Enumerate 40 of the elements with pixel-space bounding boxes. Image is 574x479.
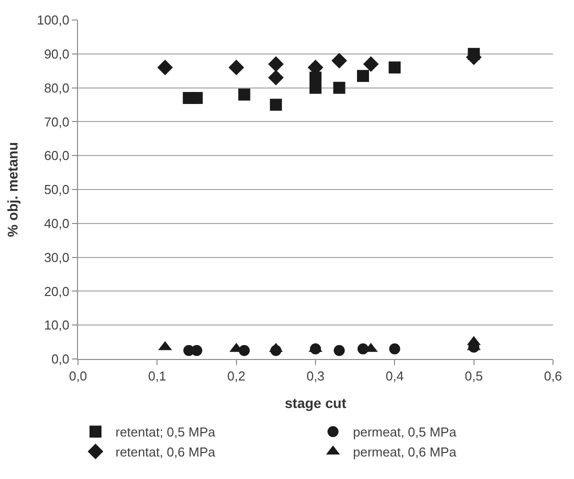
point xyxy=(389,343,400,354)
y-tick-label: 50,0 xyxy=(44,182,70,198)
y-tick-label: 60,0 xyxy=(44,148,70,164)
point xyxy=(270,98,282,111)
x-tick-label: 0,4 xyxy=(386,368,404,384)
x-tick-label: 0,6 xyxy=(544,368,562,384)
x-tick-label: 0,2 xyxy=(227,368,246,384)
point xyxy=(191,345,202,356)
y-tick-label: 100,0 xyxy=(36,12,70,28)
point xyxy=(268,70,284,86)
point xyxy=(228,60,244,76)
point xyxy=(357,70,369,82)
point xyxy=(331,52,348,68)
y-tick-label: 10,0 xyxy=(44,318,70,333)
x-axis-title: stage cut xyxy=(284,394,347,411)
y-axis-title: % obj. metanu xyxy=(4,142,20,237)
y-tick-label: 90,0 xyxy=(44,46,70,62)
legend-label: permeat, 0,6 MPa xyxy=(353,444,458,460)
y-tick-label: 30,0 xyxy=(44,250,70,265)
y-tick-label: 80,0 xyxy=(44,80,70,96)
y-tick-label: 70,0 xyxy=(44,114,70,130)
x-tick-label: 0,1 xyxy=(148,368,166,384)
x-tick-label: 0,0 xyxy=(68,368,88,384)
legend-label: retentat, 0,6 MPa xyxy=(116,444,216,460)
point xyxy=(190,92,203,104)
y-tick-label: 20,0 xyxy=(44,284,70,299)
point xyxy=(334,345,345,356)
x-tick-label: 0,3 xyxy=(306,368,325,384)
point xyxy=(363,56,379,72)
legend-label: permeat, 0,5 MPa xyxy=(353,424,458,440)
point xyxy=(238,88,250,101)
x-tick-label: 0,5 xyxy=(464,368,483,384)
point xyxy=(468,48,480,60)
point xyxy=(157,60,173,76)
point xyxy=(268,56,284,72)
point xyxy=(388,61,401,74)
legend-label: retentat; 0,5 MPa xyxy=(116,424,216,440)
y-tick-label: 0,0 xyxy=(51,352,70,367)
y-tick-label: 40,0 xyxy=(44,216,70,231)
point xyxy=(333,82,346,94)
